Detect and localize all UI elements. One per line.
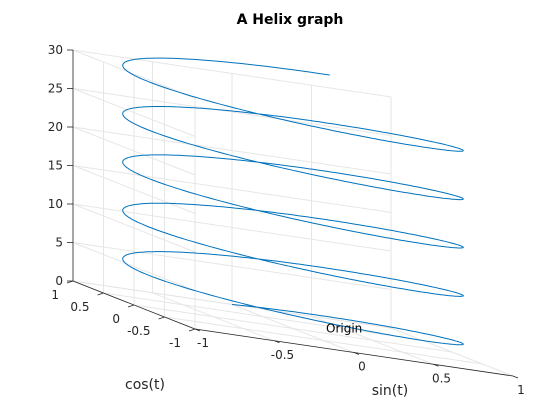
grid-back-z-6 bbox=[72, 49, 392, 98]
annotation-origin: Origin bbox=[326, 322, 362, 336]
x-tick-label-0: -1 bbox=[197, 336, 209, 350]
grid-side-z-1 bbox=[72, 242, 196, 291]
y-tick-label-3: 0.5 bbox=[70, 300, 89, 314]
y-tick-mark-2 bbox=[127, 304, 135, 308]
x-tick-label-4: 1 bbox=[517, 383, 525, 397]
y-tick-mark-0 bbox=[188, 328, 196, 332]
grid-side-z-4 bbox=[72, 126, 196, 176]
grid-back-z-3 bbox=[72, 165, 392, 213]
grid-floor-y-3 bbox=[103, 292, 422, 341]
z-tick-label-5: 25 bbox=[48, 82, 63, 96]
x-tick-label-3: 0.5 bbox=[432, 371, 451, 385]
y-tick-label-2: 0 bbox=[112, 312, 120, 326]
grid-floor-y-2 bbox=[133, 304, 453, 353]
grid-floor-y-1 bbox=[164, 316, 483, 365]
y-tick-label-1: -0.5 bbox=[127, 324, 150, 338]
grid-side-z-6 bbox=[72, 49, 196, 99]
y-axis-label: cos(t) bbox=[125, 377, 165, 393]
x-tick-mark-2 bbox=[353, 352, 360, 355]
series-layer bbox=[122, 57, 464, 346]
grid-back-z-5 bbox=[72, 88, 392, 136]
x-axis-label: sin(t) bbox=[372, 383, 408, 399]
y-tick-label-0: -1 bbox=[169, 336, 181, 350]
z-tick-label-6: 30 bbox=[48, 43, 63, 57]
grid-back-z-2 bbox=[72, 203, 392, 252]
series-line-0 bbox=[122, 57, 464, 346]
grid-back-z-1 bbox=[72, 242, 392, 290]
grid-side-z-3 bbox=[72, 165, 196, 214]
y-tick-mark-1 bbox=[158, 316, 165, 320]
z-tick-label-2: 10 bbox=[48, 197, 63, 211]
x-tick-mark-1 bbox=[274, 340, 280, 344]
grid-side-z-5 bbox=[72, 88, 196, 137]
x-tick-label-1: -0.5 bbox=[271, 348, 294, 362]
axes bbox=[66, 49, 519, 379]
x-tick-mark-4 bbox=[512, 375, 519, 379]
z-tick-label-0: 0 bbox=[55, 274, 63, 288]
grid-side-z-2 bbox=[72, 203, 196, 253]
y-tick-mark-3 bbox=[97, 292, 104, 296]
grid-back-z-4 bbox=[72, 126, 392, 175]
chart-title: A Helix graph bbox=[237, 12, 344, 28]
z-tick-label-1: 5 bbox=[55, 236, 63, 250]
x-tick-mark-3 bbox=[433, 363, 439, 367]
z-tick-label-4: 20 bbox=[48, 120, 63, 134]
y-tick-label-4: 1 bbox=[51, 288, 59, 302]
x-tick-mark-0 bbox=[194, 328, 201, 332]
z-tick-label-3: 15 bbox=[48, 159, 63, 173]
x-tick-label-2: 0 bbox=[358, 360, 366, 374]
